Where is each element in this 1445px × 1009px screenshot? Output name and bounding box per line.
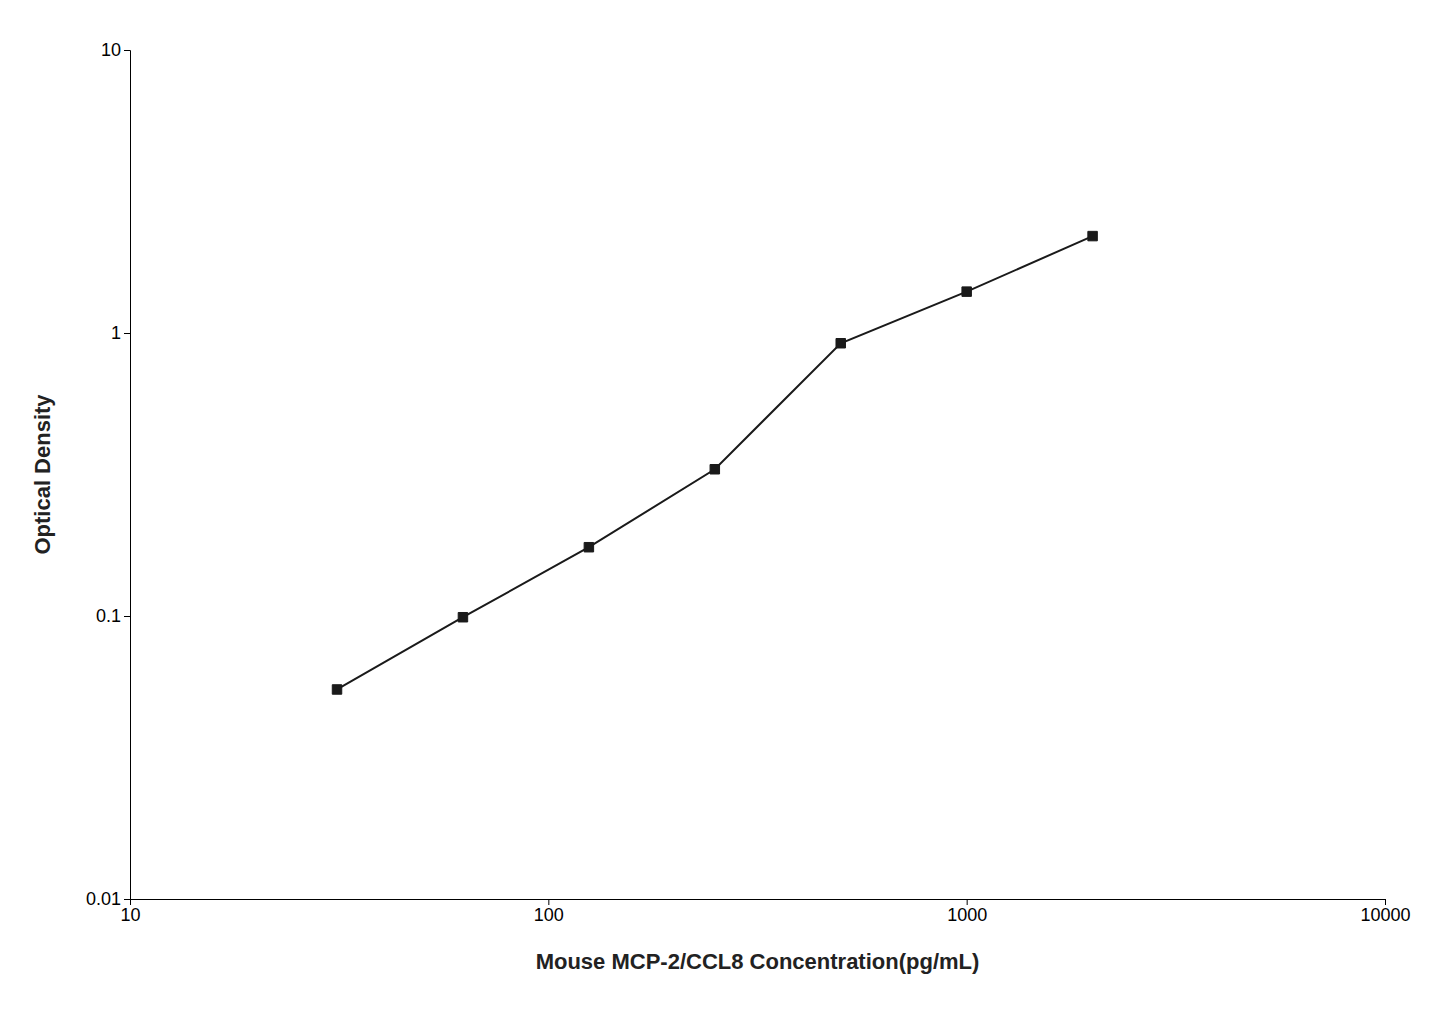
x-axis-title: Mouse MCP-2/CCL8 Concentration(pg/mL) [536, 949, 980, 974]
tick: 0.01 [86, 889, 130, 909]
tick-label: 0.01 [86, 889, 121, 909]
plot: 10 100 1000 10000 0.01 0.1 1 10 [86, 40, 1411, 925]
axis-line [124, 51, 131, 900]
tick-label: 10000 [1360, 905, 1410, 925]
point [962, 287, 971, 296]
tick: 100 [534, 899, 564, 925]
tick: 1 [111, 323, 130, 343]
point [458, 612, 467, 621]
tick-label: 1000 [947, 905, 987, 925]
x-axis: 10 100 1000 10000 [120, 899, 1410, 925]
series [332, 231, 1097, 694]
tick-mark [124, 616, 130, 617]
axis-line [131, 900, 1386, 906]
tick-mark [124, 333, 130, 334]
tick-mark [124, 899, 130, 900]
point [1088, 231, 1097, 240]
y-axis-title: Optical Density [30, 394, 55, 555]
tick-label: 100 [534, 905, 564, 925]
point [584, 542, 593, 551]
tick: 10000 [1360, 899, 1410, 925]
tick-label: 10 [101, 40, 121, 60]
tick-mark [124, 50, 130, 51]
tick: 1000 [947, 899, 987, 925]
tick-label: 1 [111, 323, 121, 343]
tick: 0.1 [96, 606, 130, 626]
tick: 10 [120, 899, 140, 925]
tick-label: 0.1 [96, 606, 121, 626]
tick-label: 10 [120, 905, 140, 925]
point [710, 465, 719, 474]
line [337, 236, 1093, 689]
y-axis: 0.01 0.1 1 10 [86, 40, 131, 909]
tick: 10 [101, 40, 130, 60]
point [332, 685, 341, 694]
point [836, 339, 845, 348]
chart: 10 100 1000 10000 0.01 0.1 1 10 Mouse MCP-2/CCL8… [0, 0, 1445, 1009]
